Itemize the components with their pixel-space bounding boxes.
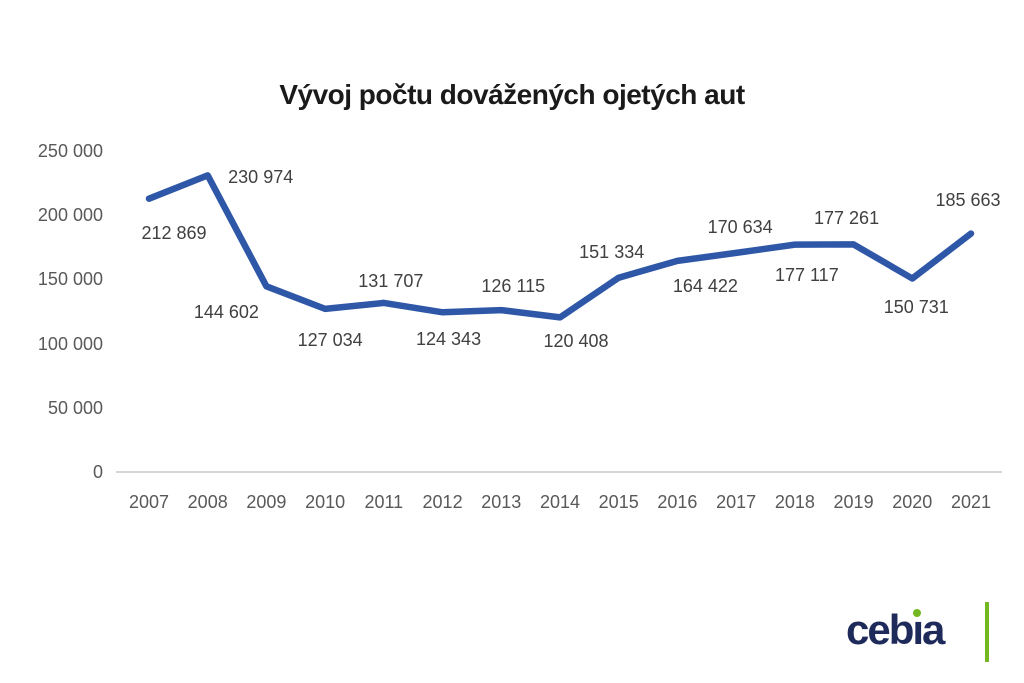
logo-letter-i: ı (912, 606, 924, 654)
x-axis-tick-label: 2011 (364, 492, 404, 512)
x-axis-tick-label: 2019 (833, 492, 874, 512)
data-series-line (145, 172, 975, 321)
y-axis-tick-label: 200 000 (37, 205, 103, 226)
logo-text-post: a (922, 606, 945, 653)
x-axis-tick-label: 2015 (598, 492, 639, 512)
data-point-label: 212 869 (141, 222, 207, 243)
data-point-label: 131 707 (358, 270, 424, 291)
logo-accent-bar (985, 602, 989, 662)
y-axis-tick-label: 150 000 (37, 269, 103, 290)
y-axis-tick-label: 250 000 (37, 141, 103, 161)
x-axis-tick-label: 2010 (305, 492, 346, 512)
x-axis-tick-label: 2007 (128, 492, 170, 512)
x-axis-tick-label: 2014 (539, 492, 581, 512)
x-axis-tick-label: 2016 (657, 492, 698, 512)
x-axis-tick-label: 2020 (892, 492, 933, 512)
data-point-label: 127 034 (297, 329, 363, 350)
data-point-label: 164 422 (672, 275, 738, 296)
data-point-label: 126 115 (481, 276, 546, 297)
data-point-label: 150 731 (883, 297, 949, 318)
data-point-label: 177 117 (774, 264, 839, 285)
y-axis-tick-label: 0 (92, 462, 103, 482)
x-axis-tick-label: 2018 (774, 492, 815, 512)
y-axis-tick-label: 100 000 (37, 333, 103, 354)
data-point-label: 170 634 (707, 216, 773, 237)
x-axis-tick-label: 2008 (187, 492, 228, 512)
data-point-label: 124 343 (416, 329, 482, 350)
data-point-label: 185 663 (935, 189, 1001, 210)
y-axis-tick-label: 50 000 (47, 397, 103, 418)
chart-title: Vývoj počtu dovážených ojetých aut (279, 79, 745, 110)
x-axis-tick-label: 2017 (716, 492, 757, 512)
cebia-logo: cebı a (846, 606, 945, 656)
data-point-label: 151 334 (579, 241, 645, 262)
logo-text-pre: ceb (846, 606, 914, 653)
x-axis-tick-label: 2012 (422, 492, 463, 512)
data-point-label: 144 602 (193, 302, 259, 323)
data-point-label: 120 408 (543, 331, 609, 352)
logo-dotless-i: ı (912, 606, 924, 653)
x-axis-tick-label: 2009 (246, 492, 287, 512)
logo-i-dot (913, 609, 922, 617)
data-point-label: 177 261 (814, 208, 880, 229)
x-axis-tick-label: 2013 (481, 492, 522, 512)
data-point-label: 230 974 (228, 167, 294, 188)
x-axis-tick-label: 2021 (950, 492, 992, 512)
